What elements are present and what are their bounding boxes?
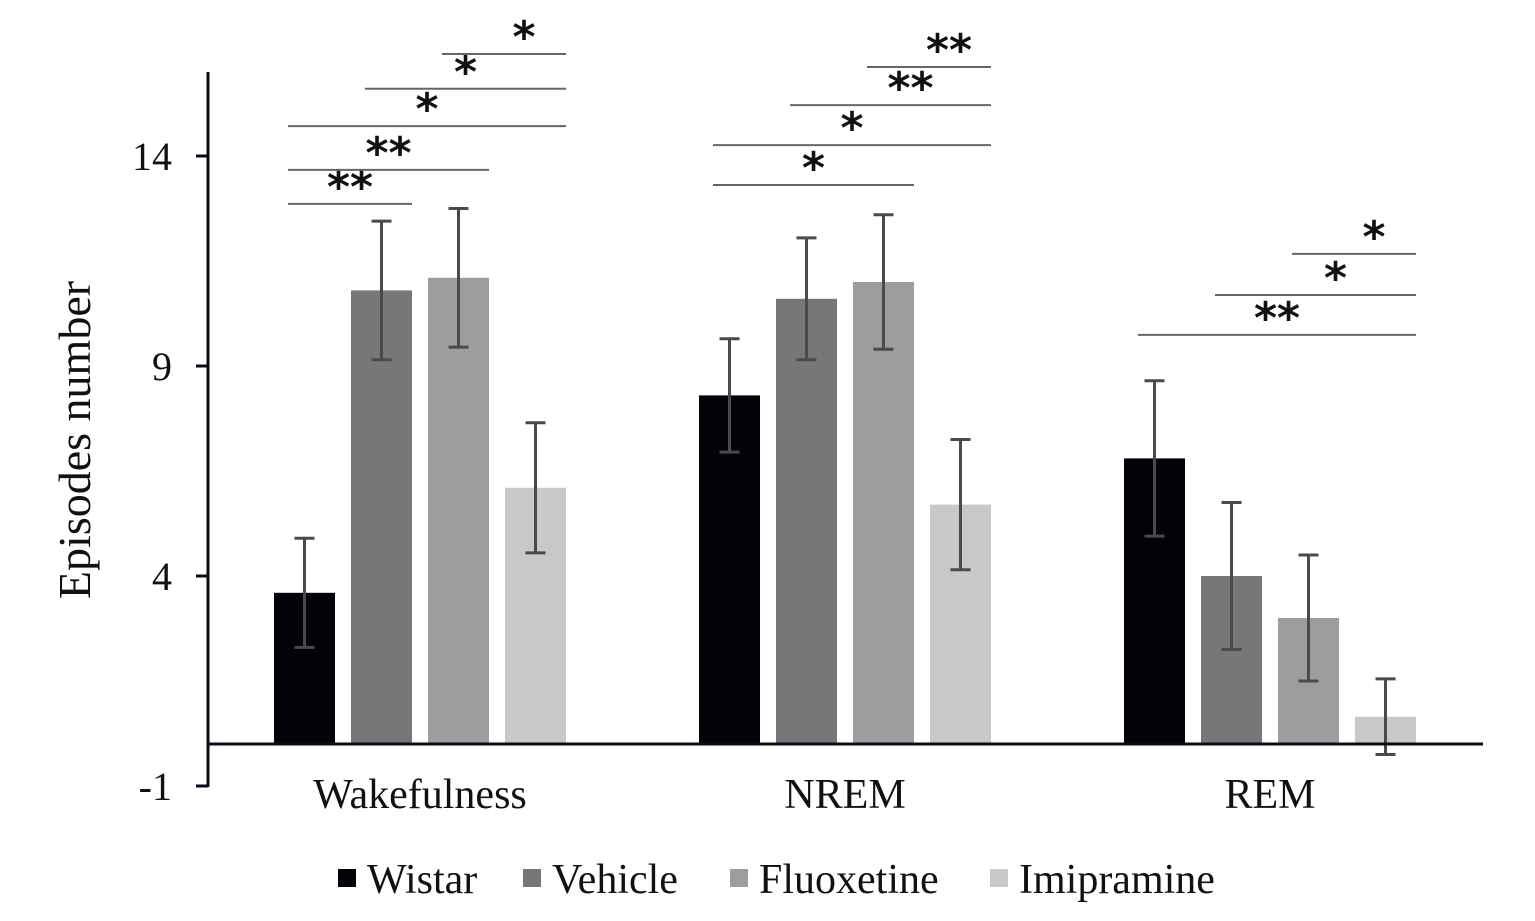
bar-vehicle-nrem <box>776 298 837 744</box>
bar-fluoxetine-nrem <box>853 282 914 744</box>
legend: Wistar Vehicle Fluoxetine Imipramine <box>338 857 1215 903</box>
legend-label: Wistar <box>367 857 477 903</box>
x-category-label: NREM <box>784 772 905 818</box>
error-bars <box>294 207 1396 756</box>
significance-bracket: * <box>713 103 991 154</box>
legend-swatch <box>338 869 356 887</box>
error-bar <box>873 213 894 351</box>
significance-bracket: * <box>288 84 566 135</box>
x-category-label: Wakefulness <box>313 772 527 818</box>
error-bar <box>950 438 971 572</box>
legend-item-fluoxetine: Fluoxetine <box>730 857 939 903</box>
error-bar <box>1144 379 1165 538</box>
bar-fluoxetine-wakefulness <box>428 277 489 744</box>
error-bar <box>796 236 817 362</box>
x-category-labels: Wakefulness NREM REM <box>313 772 1315 818</box>
y-tick-label: 4 <box>152 554 172 599</box>
significance-bracket: * <box>1292 212 1416 263</box>
significance-bracket: ** <box>1138 293 1416 344</box>
legend-label: Imipramine <box>1019 857 1215 903</box>
error-bar <box>1221 501 1242 651</box>
x-category-label: REM <box>1224 772 1315 818</box>
error-bar <box>1375 677 1396 756</box>
legend-label: Vehicle <box>552 857 678 903</box>
error-bar <box>525 421 546 555</box>
legend-swatch <box>730 869 748 887</box>
y-tick-label: 9 <box>152 344 172 389</box>
significance-stars: * <box>512 12 535 63</box>
significance-stars: ** <box>365 128 411 179</box>
significance-bracket: * <box>365 47 566 98</box>
legend-label: Fluoxetine <box>759 857 939 903</box>
legend-swatch <box>990 869 1008 887</box>
significance-stars: * <box>802 143 825 194</box>
significance-stars: ** <box>887 63 933 114</box>
significance-stars: ** <box>1254 293 1300 344</box>
error-bar <box>448 207 469 349</box>
bar-vehicle-wakefulness <box>351 290 412 744</box>
legend-swatch <box>523 869 541 887</box>
significance-stars: * <box>415 84 438 135</box>
significance-stars: * <box>840 103 863 154</box>
significance-bracket: ** <box>867 25 991 76</box>
significance-brackets: ***************** <box>288 12 1416 344</box>
significance-bracket: ** <box>790 63 991 114</box>
y-axis-label: Episodes number <box>49 281 100 599</box>
significance-stars: * <box>1362 212 1385 263</box>
y-tick-label: 14 <box>132 134 172 179</box>
significance-stars: * <box>454 47 477 98</box>
y-ticks: 14 9 4 -1 <box>132 134 208 809</box>
significance-bracket: * <box>713 143 914 194</box>
legend-item-imipramine: Imipramine <box>990 857 1215 903</box>
legend-item-wistar: Wistar <box>338 857 477 903</box>
significance-bracket: ** <box>288 128 489 179</box>
significance-stars: * <box>1324 253 1347 304</box>
significance-stars: ** <box>926 25 972 76</box>
legend-item-vehicle: Vehicle <box>523 857 678 903</box>
error-bar <box>1298 553 1319 683</box>
error-bar <box>719 337 740 454</box>
axes <box>206 72 1483 787</box>
error-bar <box>294 536 315 649</box>
y-tick-label: -1 <box>139 764 172 809</box>
significance-bracket: * <box>442 12 566 63</box>
bars <box>274 277 1416 744</box>
error-bar <box>371 219 392 362</box>
significance-bracket: * <box>1215 253 1416 304</box>
